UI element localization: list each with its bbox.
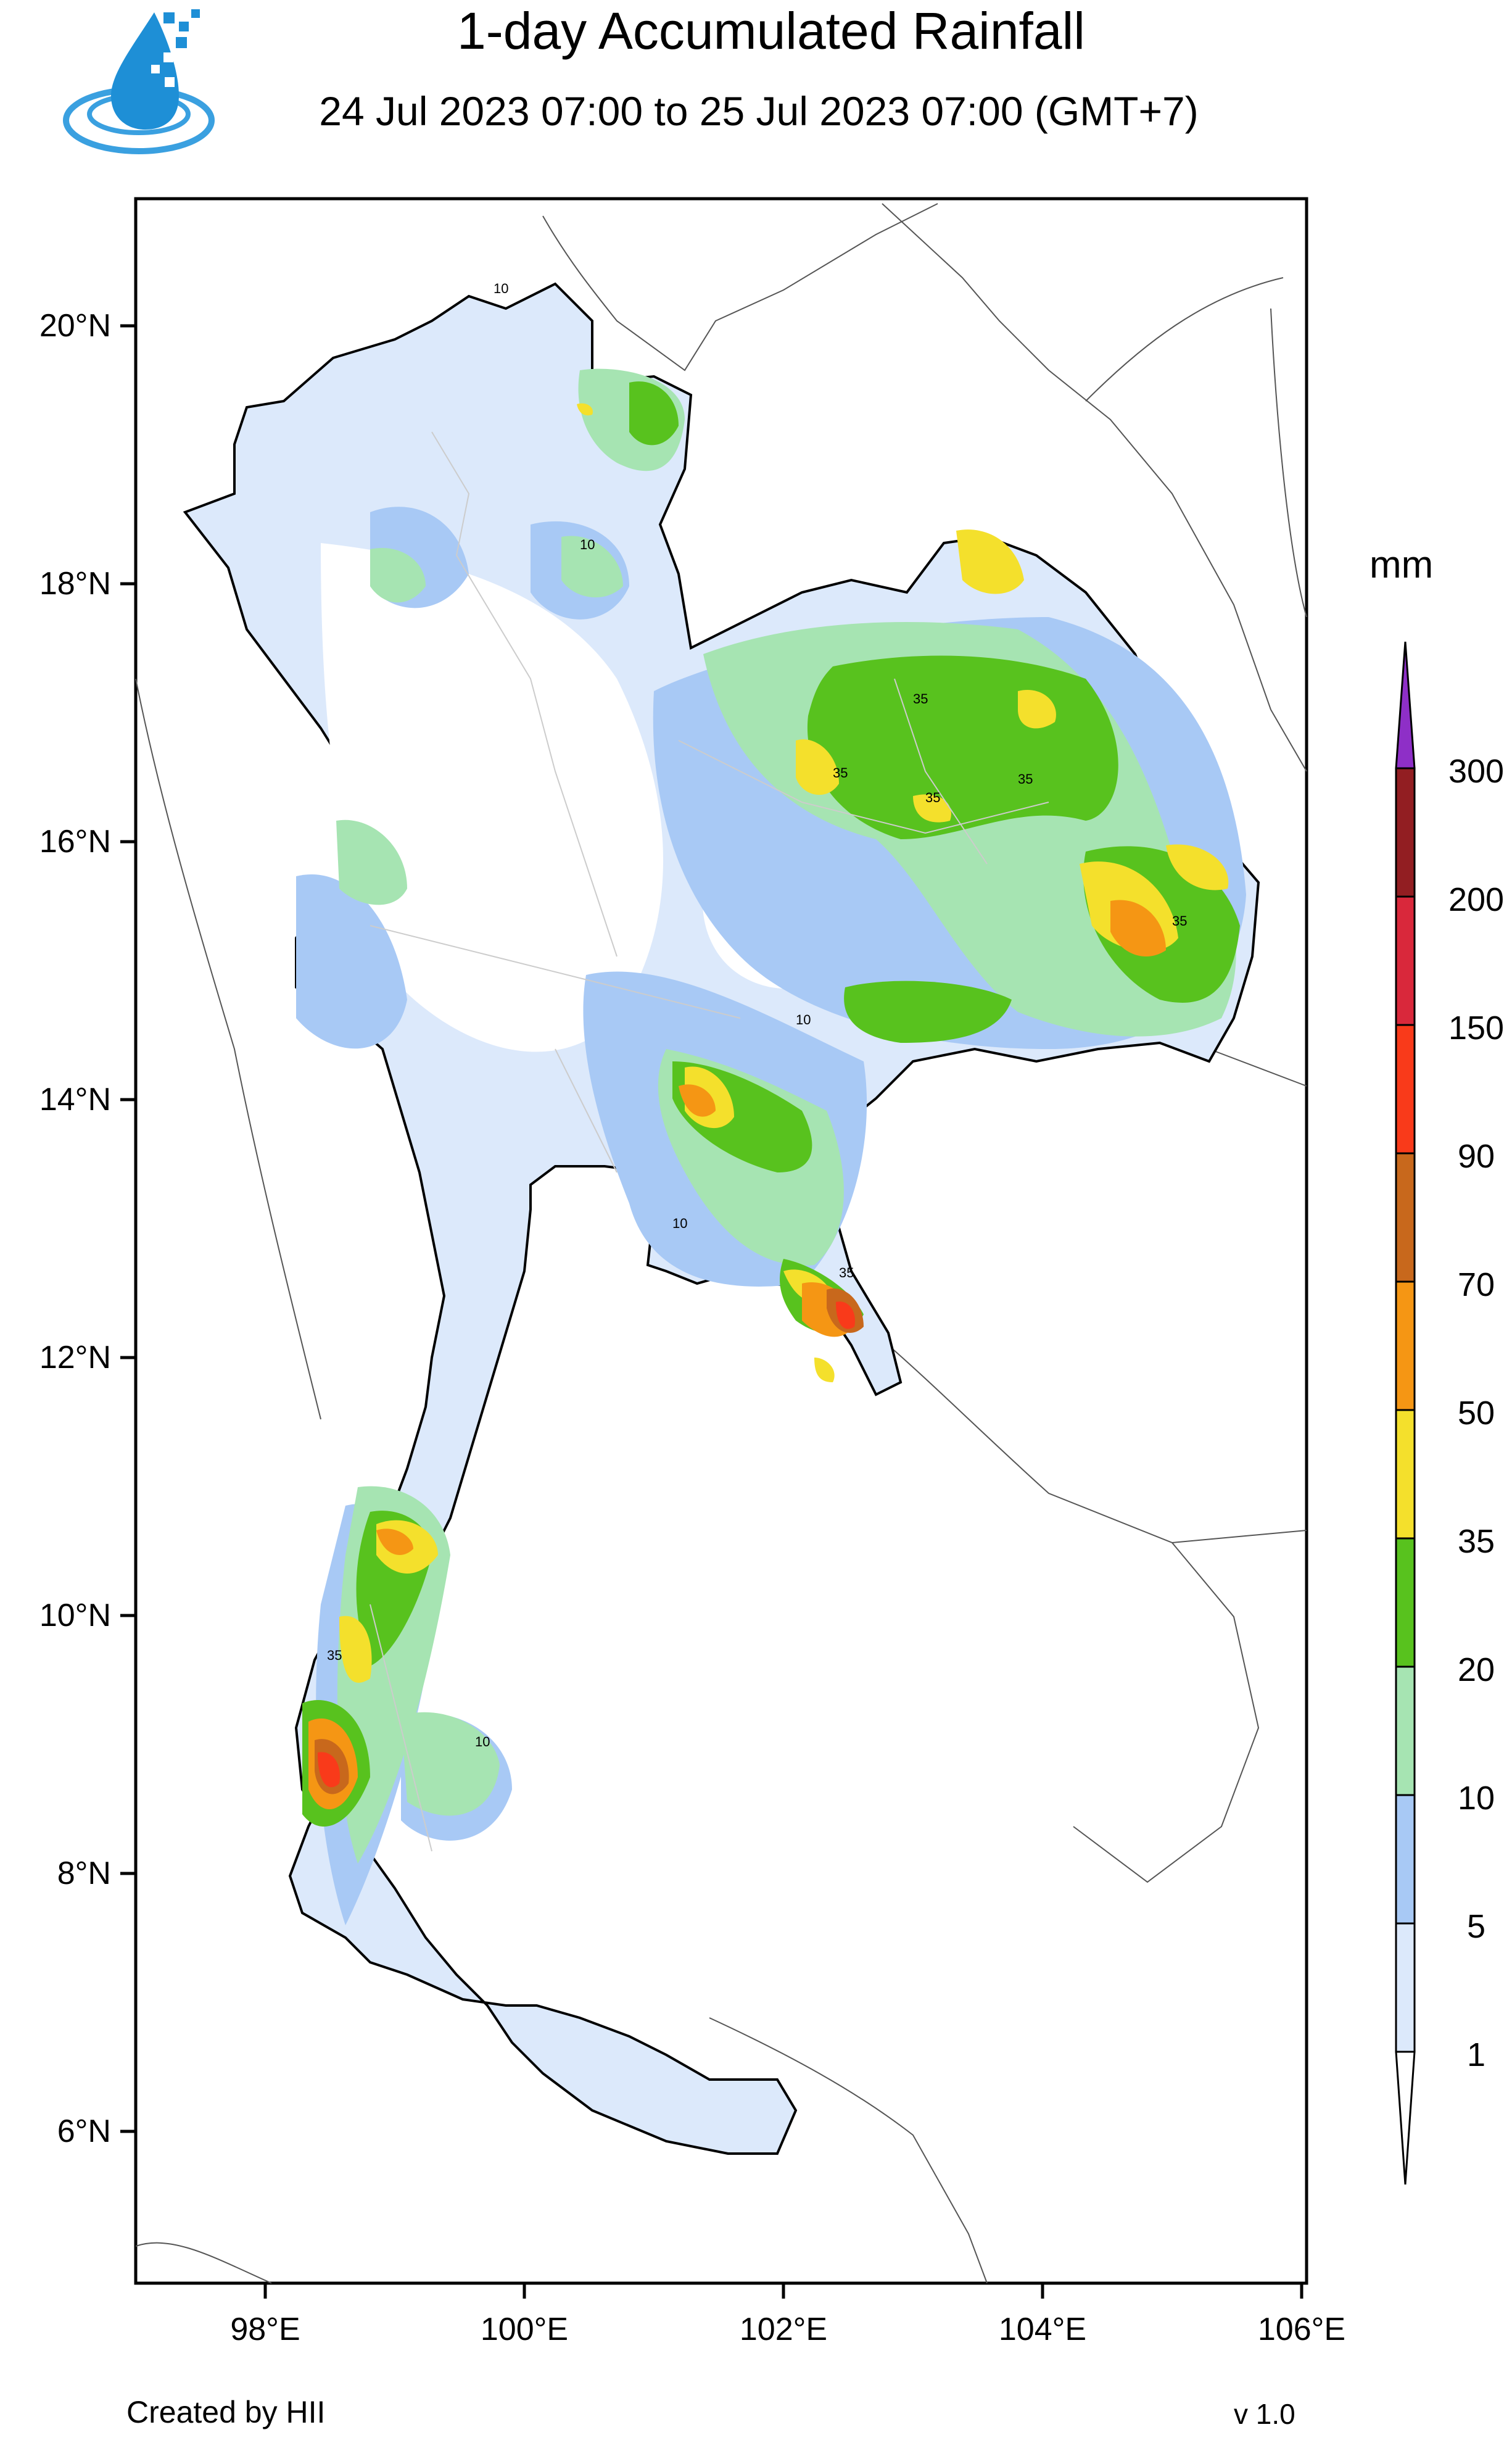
colorbar-label: 10 (1457, 1780, 1495, 1817)
no-rain-area (321, 543, 663, 1052)
colorbar-label: 300 (1448, 753, 1505, 790)
rain-90mm (318, 1301, 855, 1788)
colorbar-label: 150 (1448, 1010, 1505, 1047)
colorbar-unit: mm (1369, 544, 1434, 586)
colorbar-label: 35 (1457, 1523, 1495, 1560)
svg-text:35: 35 (833, 765, 848, 781)
lat-label: 18°N (39, 566, 111, 602)
svg-text:10: 10 (672, 1216, 687, 1231)
svg-text:10: 10 (475, 1734, 490, 1749)
colorbar-label: 1 (1466, 2036, 1486, 2073)
svg-text:35: 35 (839, 1265, 854, 1280)
colorbar-cap-top (1395, 641, 1416, 769)
lat-label: 10°N (39, 1598, 111, 1633)
svg-text:35: 35 (1172, 913, 1187, 929)
colorbar-label: 200 (1448, 881, 1505, 918)
svg-text:10: 10 (796, 1012, 811, 1027)
axis-ticks (120, 324, 1303, 2299)
hii-logo-icon (63, 9, 215, 154)
country-borders (135, 203, 1307, 2284)
lat-label: 14°N (39, 1082, 111, 1118)
version-text: v 1.0 (1234, 2398, 1295, 2430)
lon-label: 98°E (230, 2312, 300, 2347)
colorbar-label: 5 (1466, 1908, 1486, 1945)
svg-text:10: 10 (580, 537, 595, 552)
lon-label: 100°E (480, 2312, 569, 2347)
lat-label: 20°N (39, 308, 111, 344)
map-title: 1-day Accumulated Rainfall (457, 2, 1085, 60)
lon-label: 106°E (1257, 2312, 1346, 2347)
colorbar-label: 50 (1457, 1395, 1495, 1432)
contour-labels: 10 10 10 35 35 35 35 35 10 35 35 10 (327, 281, 1187, 1749)
colorbar-label: 70 (1457, 1266, 1495, 1303)
colorbar-label: 90 (1457, 1138, 1495, 1175)
svg-text:35: 35 (1018, 771, 1033, 787)
lat-label: 6°N (57, 2113, 111, 2149)
svg-text:10: 10 (494, 281, 508, 296)
svg-text:35: 35 (925, 790, 940, 805)
colorbar-label: 20 (1457, 1651, 1495, 1688)
province-borders (370, 431, 1049, 1852)
svg-text:35: 35 (913, 691, 928, 707)
lon-label: 102°E (739, 2312, 828, 2347)
svg-text:35: 35 (327, 1648, 342, 1663)
lat-label: 16°N (39, 824, 111, 860)
credit-text: Created by HII (126, 2395, 326, 2429)
lat-label: 12°N (39, 1340, 111, 1375)
map-subtitle: 24 Jul 2023 07:00 to 25 Jul 2023 07:00 (… (319, 88, 1199, 134)
lat-label: 8°N (57, 1856, 111, 1891)
lon-label: 104°E (998, 2312, 1087, 2347)
colorbar-cap-bottom (1395, 2051, 1416, 2185)
colorbar (1395, 641, 1416, 2185)
